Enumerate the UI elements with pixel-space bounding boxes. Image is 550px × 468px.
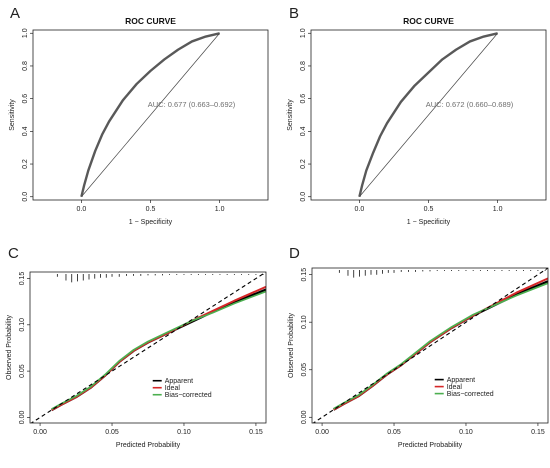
x-tick-label: 0.0 bbox=[77, 206, 87, 213]
plot-area bbox=[312, 268, 548, 423]
legend-label: Bias−corrected bbox=[447, 391, 494, 398]
y-tick-label: 0.15 bbox=[301, 268, 308, 282]
x-tick-label: 0.00 bbox=[315, 429, 329, 436]
y-tick-label: 0.6 bbox=[22, 94, 29, 104]
y-tick-label: 0.00 bbox=[301, 410, 308, 424]
x-tick-label: 1.0 bbox=[493, 206, 503, 213]
y-axis-label: Sensitivity bbox=[9, 99, 16, 131]
roc-curve bbox=[358, 32, 498, 198]
legend-label: Ideal bbox=[165, 385, 181, 392]
chart-title: ROC CURVE bbox=[125, 16, 176, 26]
panel-d: D 0.00 0.05 0.10 0.15 0.00 0.05 0.10 0.15 Predict… bbox=[288, 245, 549, 449]
roc-curve bbox=[80, 32, 220, 198]
y-tick-label: 0.4 bbox=[22, 126, 29, 136]
legend-label: Ideal bbox=[447, 384, 463, 391]
auc-annotation: AUC: 0.672 (0.660–0.689) bbox=[426, 100, 514, 109]
y-tick-label: 0.2 bbox=[22, 159, 29, 169]
x-tick-label: 0.0 bbox=[355, 206, 365, 213]
panel-b: B ROC CURVE 0.0 0.5 1.0 0.0 0.2 0.4 0.6 0.8 1.0 1 −… bbox=[287, 5, 547, 226]
y-tick-label: 0.8 bbox=[300, 61, 307, 71]
legend-label: Apparent bbox=[447, 377, 475, 384]
x-tick-label: 0.00 bbox=[33, 429, 47, 436]
plot-area bbox=[358, 32, 498, 198]
y-tick-label: 0.2 bbox=[300, 159, 307, 169]
reference-line bbox=[30, 272, 266, 423]
x-tick-label: 0.15 bbox=[249, 429, 263, 436]
legend-label: Apparent bbox=[165, 378, 193, 385]
x-tick-label: 0.10 bbox=[459, 429, 473, 436]
panel-letter: A bbox=[10, 5, 20, 22]
plot-area bbox=[30, 272, 266, 423]
bias-corrected-line bbox=[333, 282, 548, 410]
x-tick-label: 0.15 bbox=[531, 429, 545, 436]
panel-letter: D bbox=[289, 245, 300, 262]
plot-area bbox=[80, 32, 220, 198]
x-axis-label: Predicted Probability bbox=[398, 442, 463, 449]
y-tick-label: 0.10 bbox=[301, 315, 308, 329]
y-tick-label: 0.0 bbox=[22, 192, 29, 202]
x-tick-label: 0.05 bbox=[387, 429, 401, 436]
panel-letter: B bbox=[289, 5, 299, 22]
y-axis-label: Observed Probability bbox=[288, 313, 295, 378]
panel-letter: C bbox=[8, 245, 19, 262]
y-tick-label: 0.00 bbox=[19, 411, 26, 425]
y-axis-label: Observed Probability bbox=[6, 315, 13, 380]
legend-label: Bias−corrected bbox=[165, 392, 212, 399]
y-tick-label: 0.05 bbox=[19, 364, 26, 378]
y-tick-label: 0.6 bbox=[300, 94, 307, 104]
y-tick-label: 0.05 bbox=[301, 363, 308, 377]
x-tick-label: 1.0 bbox=[215, 206, 225, 213]
reference-line bbox=[81, 33, 220, 197]
auc-annotation: AUC: 0.677 (0.663–0.692) bbox=[148, 100, 236, 109]
x-tick-label: 0.05 bbox=[105, 429, 119, 436]
panel-c: C 0.00 0.05 0.10 0.15 0.00 0.05 0.10 0.15 Predict… bbox=[6, 245, 267, 449]
bias-corrected-line bbox=[51, 290, 266, 410]
x-tick-label: 0.10 bbox=[177, 429, 191, 436]
panel-a: A ROC CURVE 0.0 0.5 1.0 0.0 0.2 0.4 0.6 0.8 1.0 1 −… bbox=[9, 5, 269, 226]
y-tick-label: 0.4 bbox=[300, 126, 307, 136]
x-tick-label: 0.5 bbox=[424, 206, 434, 213]
plot-frame bbox=[29, 271, 267, 424]
x-axis-label: Predicted Probability bbox=[116, 442, 181, 449]
x-axis-label: 1 − Specificity bbox=[129, 219, 173, 226]
plot-frame bbox=[311, 267, 549, 424]
y-tick-label: 0.10 bbox=[19, 318, 26, 332]
y-tick-label: 0.0 bbox=[300, 192, 307, 202]
y-axis-label: Sensitivity bbox=[287, 99, 294, 131]
reference-line bbox=[312, 268, 548, 423]
y-tick-label: 0.8 bbox=[22, 61, 29, 71]
y-tick-label: 1.0 bbox=[300, 28, 307, 38]
reference-line bbox=[359, 33, 498, 197]
x-axis-label: 1 − Specificity bbox=[407, 219, 451, 226]
y-tick-label: 1.0 bbox=[22, 28, 29, 38]
chart-title: ROC CURVE bbox=[403, 16, 454, 26]
y-tick-label: 0.15 bbox=[19, 272, 26, 286]
x-tick-label: 0.5 bbox=[146, 206, 156, 213]
